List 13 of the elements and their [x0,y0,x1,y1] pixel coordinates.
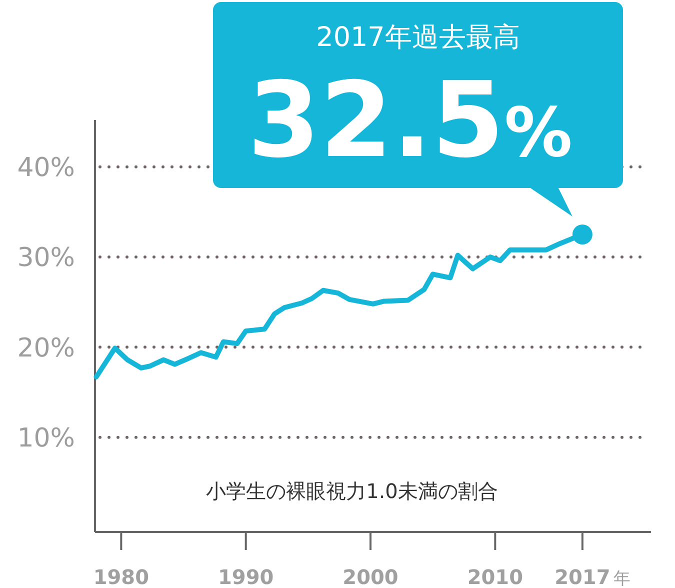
annotation: 32.5% [248,59,572,181]
x-tick-label: 1980 [93,565,150,588]
y-tick-label: 30% [17,243,75,274]
annotation: 小学生の裸眼視力1.0未満の割合 [206,479,498,503]
x-axis-title: 年 [614,569,630,588]
x-tick-label: 2017 [554,565,610,588]
y-tick-label: 20% [17,333,75,364]
text: 2017年過去最高 [316,22,520,53]
x-tick-label: 2010 [467,565,524,588]
y-tick-label: 10% [17,423,75,454]
x-tick-label: 1990 [218,565,274,588]
y-tick-label: 40% [17,152,75,183]
x-tick-label: 2000 [342,565,398,588]
